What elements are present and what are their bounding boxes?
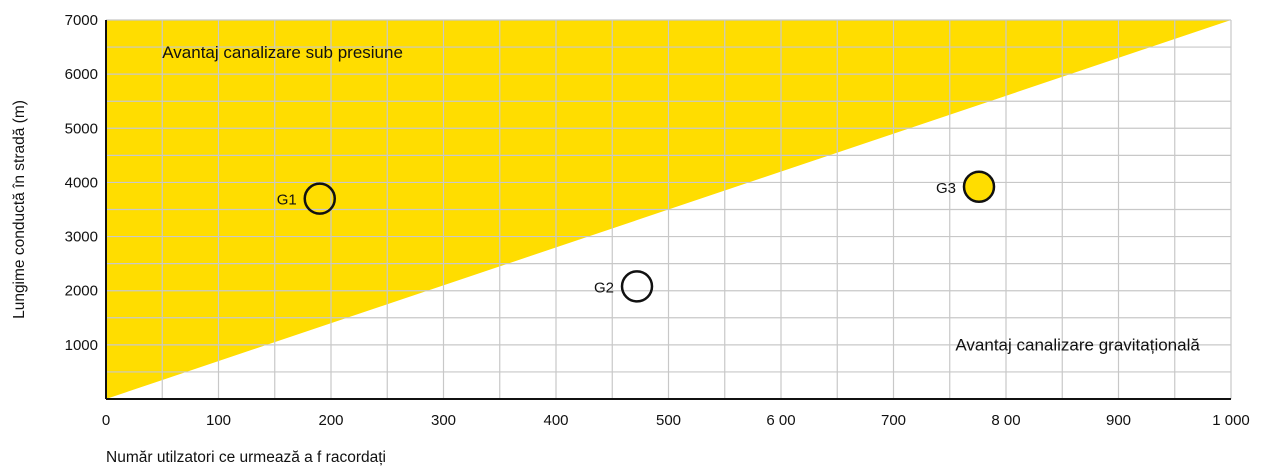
point-label-g2: G2: [594, 279, 614, 296]
point-g1: [303, 182, 336, 215]
x-tick-label: 0: [102, 412, 110, 429]
y-tick-label: 2000: [65, 283, 98, 300]
y-tick-label: 4000: [65, 174, 98, 191]
y-tick-label: 6000: [65, 66, 98, 83]
point-g3: [962, 170, 996, 204]
x-tick-label: 6 00: [766, 412, 795, 429]
x-tick-label: 200: [318, 412, 343, 429]
gridlines: [106, 19, 1232, 399]
x-axis-title: Număr utilzatori ce urmează a f racordaț…: [106, 449, 386, 466]
region-labels: Avantaj canalizare sub presiune Avantaj c…: [162, 43, 1200, 354]
axes: [105, 20, 1231, 400]
x-tick-label: 900: [1106, 412, 1131, 429]
x-tick-label: 100: [206, 412, 231, 429]
y-tick-label: 5000: [65, 120, 98, 137]
x-tick-label: 8 00: [991, 412, 1020, 429]
region-label-pressure: Avantaj canalizare sub presiune: [162, 43, 403, 62]
x-tick-label: 400: [543, 412, 568, 429]
point-label-g3: G3: [936, 180, 956, 197]
point-label-g1: G1: [277, 192, 297, 209]
tick-labels: 0 100 200 300 400 500 6 00 700 8 00 900 1 000 1000 2…: [65, 12, 1250, 429]
x-tick-label: 700: [881, 412, 906, 429]
y-tick-label: 3000: [65, 229, 98, 246]
data-points: G1 G2 G3: [277, 170, 996, 303]
y-axis-title: Lungime conductă în stradă (m): [11, 100, 28, 319]
y-tick-label: 7000: [65, 12, 98, 29]
x-tick-label: 500: [656, 412, 681, 429]
x-tick-label: 300: [431, 412, 456, 429]
point-g2: [620, 270, 654, 303]
x-tick-label: 1 000: [1212, 412, 1250, 429]
y-tick-label: 1000: [65, 337, 98, 354]
region-label-gravity: Avantaj canalizare gravitațională: [955, 335, 1200, 354]
